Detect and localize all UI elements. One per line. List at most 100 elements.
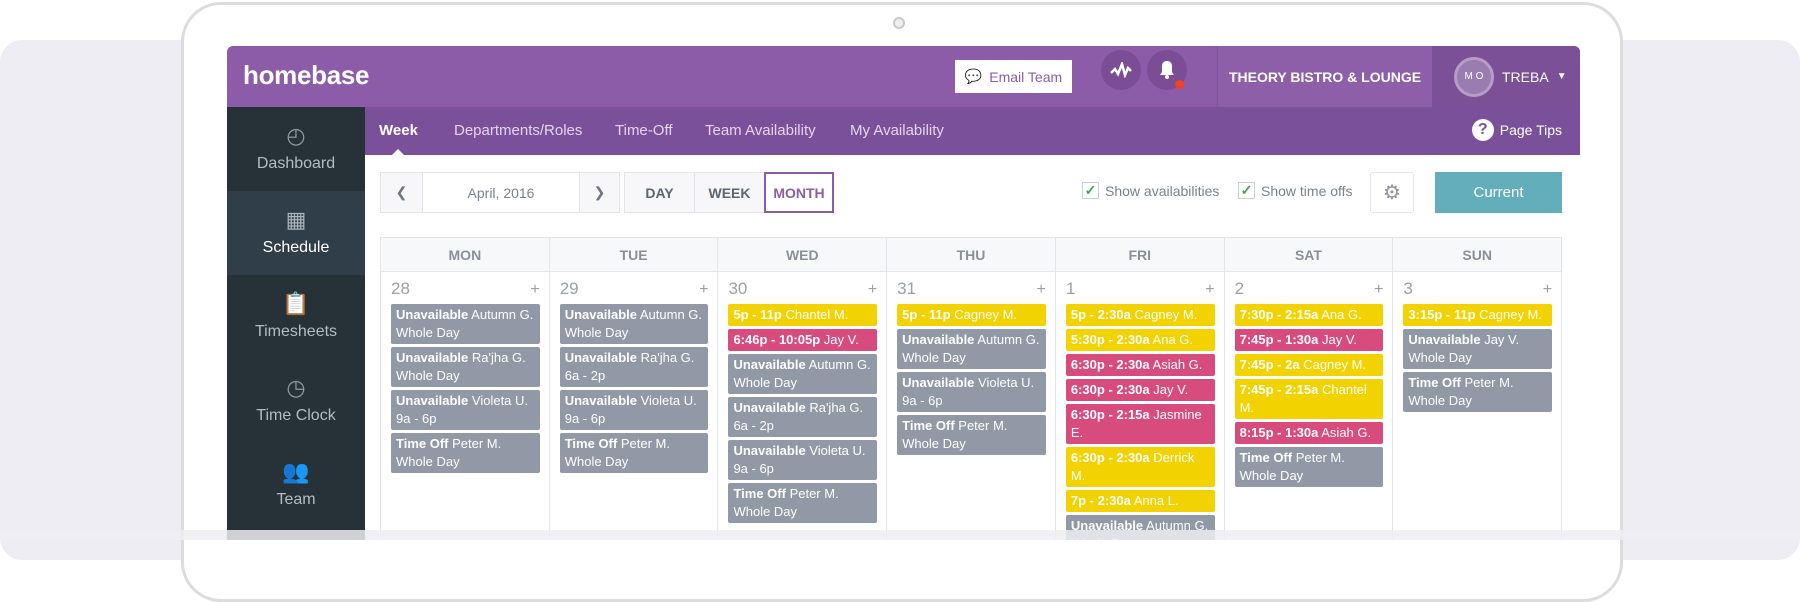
- sidebar-item-time-clock[interactable]: ◷ Time Clock: [227, 359, 365, 443]
- shift-event[interactable]: 6:30p - 2:15a Jasmine E.: [1065, 404, 1215, 444]
- prev-month-button[interactable]: ❮: [380, 172, 423, 213]
- user-menu[interactable]: M O TREBA ▼: [1432, 46, 1580, 107]
- notifications-button[interactable]: [1147, 50, 1187, 90]
- tab-team-availability[interactable]: Team Availability: [705, 122, 816, 139]
- day-number: 30: [728, 279, 748, 298]
- shift-event[interactable]: 7:45p - 1:30a Jay V.: [1234, 329, 1384, 351]
- unavailable-event[interactable]: Unavailable Autumn G. Whole Day: [728, 354, 878, 394]
- time-off-event[interactable]: Time Off Peter M. Whole Day: [897, 415, 1046, 455]
- current-button[interactable]: Current: [1435, 172, 1562, 213]
- event-time: 9a - 6p: [564, 411, 606, 426]
- logo[interactable]: homebase: [243, 60, 370, 90]
- unavailable-event[interactable]: Unavailable Ra'jha G. 6a - 2p: [728, 397, 878, 437]
- time-off-event[interactable]: Time Off Peter M. Whole Day: [728, 483, 878, 523]
- show-time-offs-checkbox[interactable]: ✓ Show time offs: [1238, 182, 1353, 199]
- event-title: Unavailable: [902, 332, 975, 347]
- event-time: Whole Day: [902, 350, 966, 365]
- event-person: Peter M.: [620, 436, 670, 451]
- checkmark-icon: ✓: [1238, 182, 1255, 199]
- event-person: Derrick M.: [1070, 450, 1195, 483]
- day-number: 3: [1403, 279, 1413, 298]
- shift-event[interactable]: 7:45p - 2a Cagney M.: [1234, 354, 1384, 376]
- add-shift-plus-icon[interactable]: +: [867, 281, 878, 298]
- tab-my-availability[interactable]: My Availability: [850, 122, 944, 139]
- show-availabilities-checkbox[interactable]: ✓ Show availabilities: [1082, 182, 1219, 199]
- add-shift-plus-icon[interactable]: +: [1542, 281, 1553, 298]
- shift-event[interactable]: 8:15p - 1:30a Asiah G.: [1234, 422, 1384, 444]
- unavailable-event[interactable]: Unavailable Violeta U. 9a - 6p: [897, 372, 1046, 412]
- unavailable-event[interactable]: Unavailable Autumn G. Whole Day: [897, 329, 1046, 369]
- tab-week[interactable]: Week: [379, 122, 418, 139]
- event-title: 5p - 11p: [733, 307, 782, 322]
- add-shift-plus-icon[interactable]: +: [1373, 281, 1384, 298]
- shift-event[interactable]: 5p - 2:30a Cagney M.: [1065, 304, 1215, 326]
- shift-event[interactable]: 3:15p - 11p Cagney M.: [1403, 304, 1553, 326]
- shift-event[interactable]: 7:45p - 2:15a Chantel M.: [1234, 379, 1384, 419]
- bottom-fade: [0, 530, 1800, 540]
- next-month-button[interactable]: ❯: [579, 172, 620, 213]
- unavailable-event[interactable]: Unavailable Violeta U. 9a - 6p: [559, 390, 709, 430]
- add-shift-plus-icon[interactable]: +: [1205, 281, 1215, 298]
- sidebar-item-team[interactable]: 👥 Team: [227, 443, 365, 527]
- tab-departments-roles[interactable]: Departments/Roles: [454, 122, 583, 139]
- sidebar-item-dashboard[interactable]: ◴ Dashboard: [227, 107, 365, 191]
- bell-icon: [1160, 61, 1174, 79]
- event-person: Violeta U.: [640, 393, 697, 408]
- shift-event[interactable]: 5:30p - 2:30a Ana G.: [1065, 329, 1215, 351]
- sidebar-item-label: Timesheets: [254, 323, 338, 340]
- activity-button[interactable]: [1101, 50, 1141, 90]
- shift-event[interactable]: 5p - 11p Cagney M.: [897, 304, 1046, 326]
- shift-event[interactable]: 6:30p - 2:30a Jay V.: [1065, 379, 1215, 401]
- shift-event[interactable]: 6:30p - 2:30a Derrick M.: [1065, 447, 1215, 487]
- event-title: Unavailable: [564, 393, 637, 408]
- shift-event[interactable]: 6:46p - 10:05p Jay V.: [728, 329, 878, 351]
- time-off-event[interactable]: Time Off Peter M. Whole Day: [559, 433, 709, 473]
- add-shift-plus-icon[interactable]: +: [699, 281, 709, 298]
- page-tips-link[interactable]: ? Page Tips: [1471, 119, 1562, 141]
- event-title: 6:30p - 2:30a: [1070, 450, 1150, 465]
- sidebar-item-label: Time Clock: [256, 407, 336, 424]
- unavailable-event[interactable]: Unavailable Violeta U. 9a - 6p: [391, 390, 540, 430]
- view-week-button[interactable]: WEEK: [694, 172, 765, 213]
- weekday-mon: MON: [381, 238, 550, 271]
- gear-icon: ⚙: [1383, 182, 1401, 204]
- add-shift-plus-icon[interactable]: +: [1036, 281, 1046, 298]
- sidebar-item-schedule[interactable]: ▦ Schedule: [227, 191, 365, 275]
- event-person: Chantel M.: [1239, 382, 1367, 415]
- shift-event[interactable]: 7p - 2:30a Anna L.: [1065, 490, 1215, 512]
- time-off-event[interactable]: Time Off Peter M. Whole Day: [391, 433, 540, 473]
- unavailable-event[interactable]: Unavailable Autumn G. Whole Day: [391, 304, 540, 344]
- time-off-event[interactable]: Time Off Peter M. Whole Day: [1403, 372, 1553, 412]
- weekday-sat: SAT: [1225, 238, 1394, 271]
- view-month-button[interactable]: MONTH: [764, 172, 834, 213]
- event-title: 7:45p - 2a: [1239, 357, 1300, 372]
- sub-navigation: Week Departments/Roles Time-Off Team Ava…: [365, 107, 1580, 155]
- weekday-tue: TUE: [550, 238, 719, 271]
- email-team-button[interactable]: 💬 Email Team: [955, 60, 1072, 93]
- settings-button[interactable]: ⚙: [1370, 172, 1414, 213]
- event-time: Whole Day: [564, 454, 629, 469]
- tab-time-off[interactable]: Time-Off: [615, 122, 673, 139]
- event-person: Ra'jha G.: [640, 350, 695, 365]
- sidebar-item-timesheets[interactable]: 📋 Timesheets: [227, 275, 365, 359]
- event-person: Autumn G.: [1146, 518, 1209, 533]
- event-title: Unavailable: [733, 443, 806, 458]
- time-off-event[interactable]: Time Off Peter M. Whole Day: [1234, 447, 1384, 487]
- unavailable-event[interactable]: Unavailable Jay V. Whole Day: [1403, 329, 1553, 369]
- unavailable-event[interactable]: Unavailable Ra'jha G. 6a - 2p: [559, 347, 709, 387]
- page-tips-label: Page Tips: [1499, 122, 1562, 138]
- shift-event[interactable]: 5p - 11p Chantel M.: [728, 304, 878, 326]
- add-shift-plus-icon[interactable]: +: [530, 281, 540, 298]
- event-time: Whole Day: [564, 325, 629, 340]
- unavailable-event[interactable]: Unavailable Violeta U. 9a - 6p: [728, 440, 878, 480]
- location-switcher[interactable]: THEORY BISTRO & LOUNGE: [1217, 46, 1432, 107]
- unavailable-event[interactable]: Unavailable Ra'jha G. Whole Day: [391, 347, 540, 387]
- shift-event[interactable]: 6:30p - 2:30a Asiah G.: [1065, 354, 1215, 376]
- shift-event[interactable]: 7:30p - 2:15a Ana G.: [1234, 304, 1384, 326]
- team-icon: 👥: [282, 459, 310, 484]
- event-title: 7p - 2:30a: [1070, 493, 1131, 508]
- view-day-button[interactable]: DAY: [624, 172, 695, 213]
- unavailable-event[interactable]: Unavailable Autumn G. Whole Day: [559, 304, 709, 344]
- event-time: 9a - 6p: [902, 393, 943, 408]
- chevron-left-icon: ❮: [395, 184, 408, 200]
